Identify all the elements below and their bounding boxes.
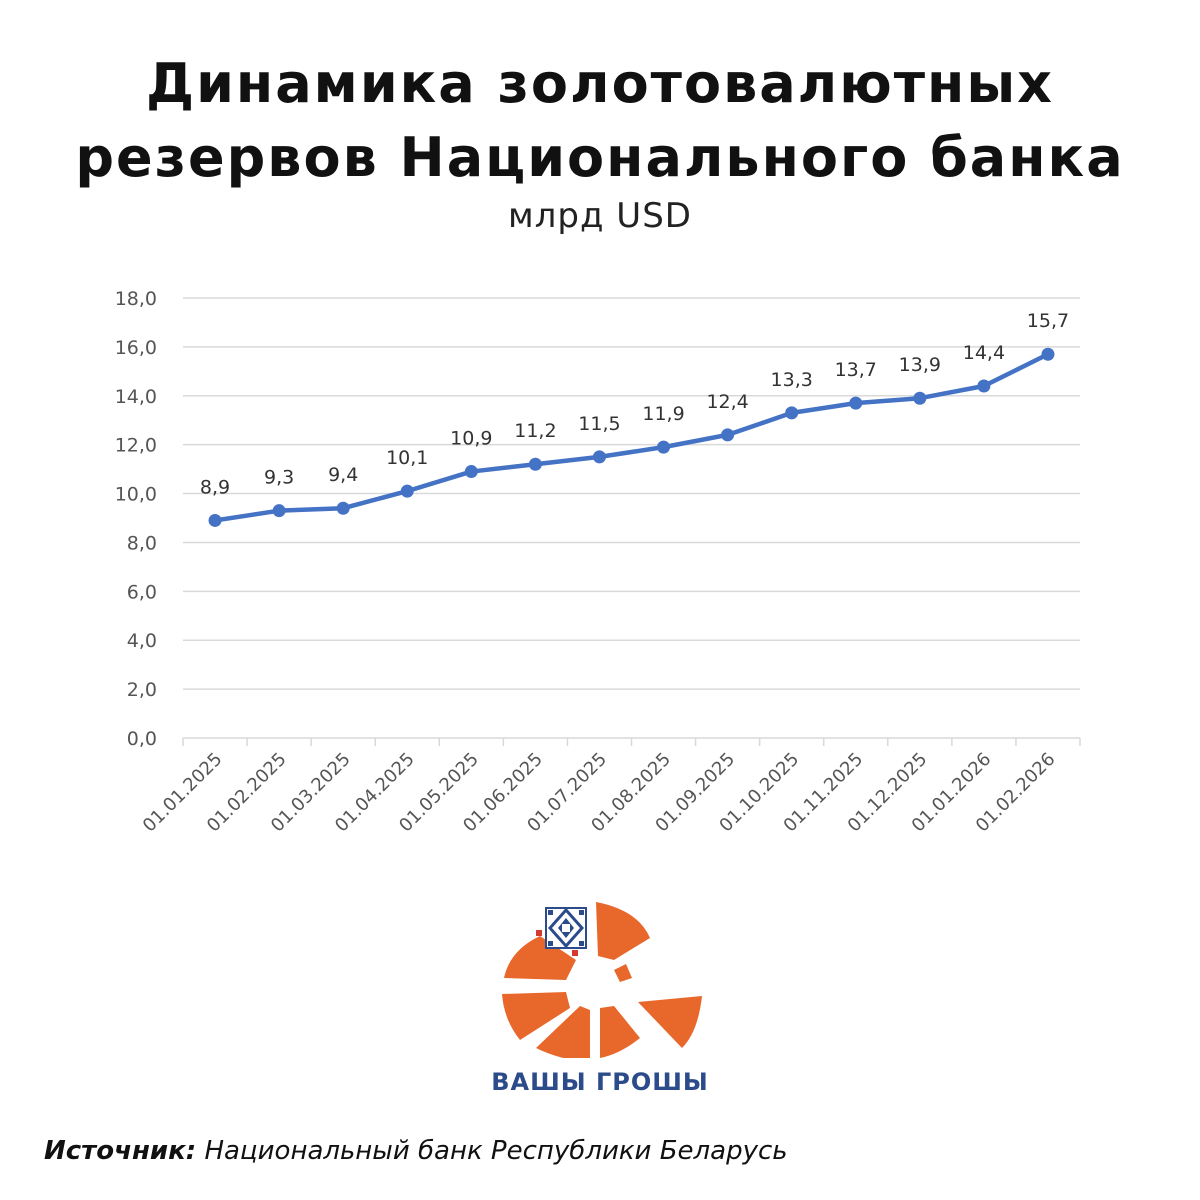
data-label: 10,9 <box>450 428 492 450</box>
data-label: 10,1 <box>386 447 428 469</box>
data-point <box>657 440 671 454</box>
data-label: 11,9 <box>642 403 684 425</box>
page-title-line2: резервов Национального банка <box>75 126 1125 189</box>
data-point <box>400 484 414 498</box>
data-point <box>721 428 735 442</box>
data-point <box>336 501 350 515</box>
data-label: 8,9 <box>200 476 230 498</box>
y-tick-label: 10,0 <box>115 484 157 506</box>
data-label: 13,3 <box>771 369 813 391</box>
series-line <box>214 352 1049 523</box>
data-point <box>208 513 222 527</box>
page-title: Динамика золотовалютных <box>146 52 1054 115</box>
data-point <box>464 465 478 479</box>
y-tick-label: 8,0 <box>127 532 157 554</box>
data-label: 9,4 <box>328 464 358 486</box>
y-tick-label: 18,0 <box>115 288 157 310</box>
y-tick-label: 12,0 <box>115 435 157 457</box>
y-tick-label: 6,0 <box>127 581 157 603</box>
data-point <box>785 406 799 420</box>
y-tick-label: 2,0 <box>127 679 157 701</box>
data-point <box>913 391 927 405</box>
data-label: 12,4 <box>706 391 748 413</box>
data-label: 9,3 <box>264 467 294 489</box>
source-note: Источник: Национальный банк Республики Б… <box>44 1136 788 1166</box>
data-point <box>977 379 991 393</box>
data-label: 11,2 <box>514 420 556 442</box>
line-chart: 0,02,04,06,08,010,012,014,016,018,0 01.0… <box>115 288 1081 836</box>
y-tick-label: 0,0 <box>127 728 157 750</box>
data-point <box>528 457 542 471</box>
data-label: 15,7 <box>1027 310 1069 332</box>
source-label: Источник: <box>44 1136 197 1166</box>
data-label: 11,5 <box>578 413 620 435</box>
y-tick-label: 14,0 <box>115 386 157 408</box>
data-label: 14,4 <box>963 342 1005 364</box>
data-point <box>1041 347 1055 361</box>
chart-subtitle: млрд USD <box>508 196 692 236</box>
brand-name: ВАШЫ ГРОШЫ <box>491 1068 709 1096</box>
data-point <box>592 450 606 464</box>
data-label: 13,9 <box>899 354 941 376</box>
data-label: 13,7 <box>835 359 877 381</box>
y-tick-label: 16,0 <box>115 337 157 359</box>
source-text: Национальный банк Республики Беларусь <box>204 1136 788 1166</box>
y-tick-label: 4,0 <box>127 630 157 652</box>
data-point <box>272 504 286 518</box>
data-point <box>849 396 863 410</box>
vashy-groshy-logo-icon <box>502 902 702 1058</box>
